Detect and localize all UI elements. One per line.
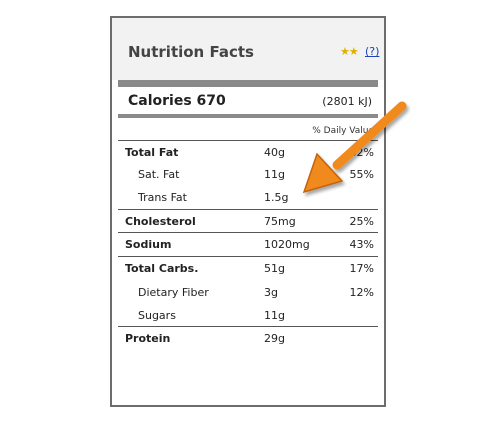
table-row: Total Fat 40g 62% — [112, 142, 384, 164]
divider — [118, 326, 378, 327]
nutrition-facts-panel: Nutrition Facts ★★ (?) Calories 670 (280… — [110, 16, 386, 407]
nutrient-name: Cholesterol — [125, 215, 196, 228]
divider — [118, 232, 378, 233]
star-pair-icon: ★★ — [340, 45, 359, 58]
nutrient-name: Sodium — [125, 238, 172, 251]
calories-label: Calories 670 — [128, 93, 226, 109]
nutrient-amount: 1020mg — [264, 238, 310, 251]
nutrient-amount: 40g — [264, 146, 285, 159]
table-row: Sat. Fat 11g 55% — [112, 164, 384, 186]
help-link[interactable]: (?) — [365, 45, 380, 58]
nutrient-pct: 43% — [349, 238, 374, 251]
nutrient-amount: 3g — [264, 286, 278, 299]
nutrient-name: Protein — [125, 332, 171, 345]
nutrient-name: Sugars — [138, 309, 176, 322]
table-row: Sodium 1020mg 43% — [112, 234, 384, 256]
nutrient-amount: 51g — [264, 262, 285, 275]
nutrient-amount: 11g — [264, 309, 285, 322]
table-row: Dietary Fiber 3g 12% — [112, 282, 384, 304]
nutrient-name: Sat. Fat — [138, 168, 180, 181]
nutrient-pct: 62% — [349, 146, 374, 159]
nutrient-amount: 11g — [264, 168, 285, 181]
nutrient-pct: 55% — [349, 168, 374, 181]
nutrient-name: Trans Fat — [138, 191, 187, 204]
nutrient-amount: 29g — [264, 332, 285, 345]
table-row: Total Carbs. 51g 17% — [112, 258, 384, 280]
thick-divider-top — [118, 80, 378, 87]
nutrient-pct: 12% — [349, 286, 374, 299]
nutrient-amount: 75mg — [264, 215, 296, 228]
nutrient-amount: 1.5g — [264, 191, 289, 204]
page-title: Nutrition Facts — [128, 43, 254, 61]
divider — [118, 256, 378, 257]
nutrient-pct: 17% — [349, 262, 374, 275]
divider — [118, 209, 378, 210]
daily-value-header: % Daily Value — [312, 126, 374, 136]
nutrient-name: Total Fat — [125, 146, 179, 159]
divider — [118, 140, 378, 141]
thick-divider-bottom — [118, 114, 378, 118]
table-row: Sugars 11g — [112, 305, 384, 327]
panel-header: Nutrition Facts ★★ (?) — [112, 18, 384, 80]
nutrient-pct: 25% — [349, 215, 374, 228]
calories-row: Calories 670 (2801 kJ) — [112, 87, 384, 114]
nutrient-name: Total Carbs. — [125, 262, 199, 275]
table-row: Cholesterol 75mg 25% — [112, 211, 384, 233]
table-row: Protein 29g — [112, 328, 384, 350]
table-row: Trans Fat 1.5g — [112, 187, 384, 209]
nutrient-name: Dietary Fiber — [138, 286, 209, 299]
calories-kj: (2801 kJ) — [322, 95, 372, 108]
